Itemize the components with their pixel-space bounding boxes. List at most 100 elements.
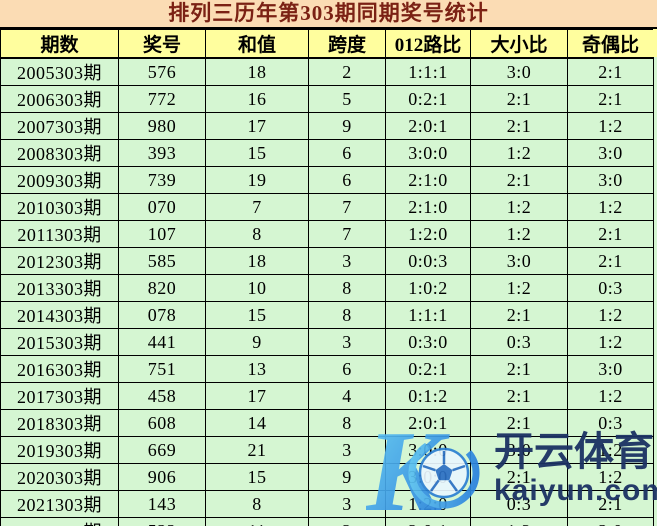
cell-parity-ratio: 0:3 bbox=[567, 274, 654, 302]
cell-size-ratio: 1:2 bbox=[470, 274, 568, 302]
cell-road-ratio: 1:2:0 bbox=[385, 220, 471, 248]
cell-sum: 10 bbox=[205, 274, 309, 302]
cell-span: 8 bbox=[308, 409, 386, 437]
cell-sum: 18 bbox=[205, 247, 309, 275]
table-row: 2018303期 608 14 8 2:0:1 2:1 0:3 bbox=[0, 409, 654, 437]
cell-number: 458 bbox=[118, 382, 206, 410]
cell-sum: 17 bbox=[205, 112, 309, 140]
cell-size-ratio: 2:1 bbox=[470, 355, 568, 383]
cell-road-ratio: 0:2:1 bbox=[385, 85, 471, 113]
cell-number: 078 bbox=[118, 301, 206, 329]
cell-parity-ratio: 0:3 bbox=[567, 409, 654, 437]
column-header-number: 奖号 bbox=[118, 29, 206, 59]
cell-span: 7 bbox=[308, 193, 386, 221]
column-header-parity-ratio: 奇偶比 bbox=[567, 29, 654, 59]
cell-parity-ratio: 3:0 bbox=[567, 166, 654, 194]
cell-period: 2019303期 bbox=[0, 436, 119, 464]
column-header-span: 跨度 bbox=[308, 29, 386, 59]
cell-sum: 18 bbox=[205, 57, 309, 86]
cell-size-ratio: 2:1 bbox=[470, 85, 568, 113]
cell-period: 2020303期 bbox=[0, 463, 119, 491]
cell-sum: 17 bbox=[205, 382, 309, 410]
cell-span: 3 bbox=[308, 490, 386, 518]
cell-size-ratio: 1:2 bbox=[470, 517, 568, 526]
cell-span: 5 bbox=[308, 85, 386, 113]
cell-period: 2018303期 bbox=[0, 409, 119, 437]
cell-period: 2013303期 bbox=[0, 274, 119, 302]
page-title: 排列三历年第303期同期奖号统计 bbox=[0, 0, 657, 29]
cell-size-ratio: 2:1 bbox=[470, 166, 568, 194]
cell-period: 2016303期 bbox=[0, 355, 119, 383]
table-header-row: 期数 奖号 和值 跨度 012路比 大小比 奇偶比 bbox=[0, 29, 654, 59]
cell-span: 2 bbox=[308, 57, 386, 86]
cell-road-ratio: 3:0:0 bbox=[385, 463, 471, 491]
table-row: 2006303期 772 16 5 0:2:1 2:1 2:1 bbox=[0, 85, 654, 113]
column-header-size-ratio: 大小比 bbox=[470, 29, 568, 59]
cell-sum: 13 bbox=[205, 355, 309, 383]
table-row: 2007303期 980 17 9 2:0:1 2:1 1:2 bbox=[0, 112, 654, 140]
cell-parity-ratio: 3:0 bbox=[567, 517, 654, 526]
column-header-period: 期数 bbox=[0, 29, 119, 59]
cell-number: 533 bbox=[118, 517, 206, 526]
cell-road-ratio: 2:0:1 bbox=[385, 517, 471, 526]
cell-span: 7 bbox=[308, 220, 386, 248]
cell-sum: 21 bbox=[205, 436, 309, 464]
column-header-sum: 和值 bbox=[205, 29, 309, 59]
cell-parity-ratio: 1:2 bbox=[567, 328, 654, 356]
cell-number: 143 bbox=[118, 490, 206, 518]
stats-table: 期数 奖号 和值 跨度 012路比 大小比 奇偶比 2005303期 576 18 2 1:1:1 3… bbox=[0, 29, 654, 526]
cell-sum: 14 bbox=[205, 409, 309, 437]
cell-parity-ratio: 3:0 bbox=[567, 355, 654, 383]
cell-sum: 8 bbox=[205, 220, 309, 248]
cell-size-ratio: 3:0 bbox=[470, 57, 568, 86]
cell-period: 2011303期 bbox=[0, 220, 119, 248]
cell-sum: 15 bbox=[205, 463, 309, 491]
cell-road-ratio: 2:0:1 bbox=[385, 409, 471, 437]
cell-number: 772 bbox=[118, 85, 206, 113]
cell-parity-ratio: 2:1 bbox=[567, 490, 654, 518]
cell-size-ratio: 1:2 bbox=[470, 193, 568, 221]
cell-period: 2007303期 bbox=[0, 112, 119, 140]
table-row: 2014303期 078 15 8 1:1:1 2:1 1:2 bbox=[0, 301, 654, 329]
cell-number: 820 bbox=[118, 274, 206, 302]
cell-sum: 7 bbox=[205, 193, 309, 221]
cell-road-ratio: 0:2:1 bbox=[385, 355, 471, 383]
table-body: 2005303期 576 18 2 1:1:1 3:0 2:1 2006303期 772 16 5 0… bbox=[0, 57, 654, 526]
cell-span: 3 bbox=[308, 328, 386, 356]
cell-road-ratio: 2:1:0 bbox=[385, 193, 471, 221]
cell-size-ratio: 2:1 bbox=[470, 112, 568, 140]
cell-sum: 15 bbox=[205, 301, 309, 329]
cell-period: 2021303期 bbox=[0, 490, 119, 518]
cell-sum: 16 bbox=[205, 85, 309, 113]
cell-number: 980 bbox=[118, 112, 206, 140]
cell-road-ratio: 2:1:0 bbox=[385, 166, 471, 194]
cell-sum: 9 bbox=[205, 328, 309, 356]
cell-period: 2005303期 bbox=[0, 57, 119, 86]
table-row: 2022303期5331122:0:11:23:0 bbox=[0, 517, 654, 526]
table-row: 2021303期 143 8 3 1:2:0 0:3 2:1 bbox=[0, 490, 654, 518]
cell-parity-ratio: 2:1 bbox=[567, 57, 654, 86]
cell-period: 2014303期 bbox=[0, 301, 119, 329]
cell-span: 8 bbox=[308, 301, 386, 329]
table-row: 2005303期 576 18 2 1:1:1 3:0 2:1 bbox=[0, 57, 654, 86]
cell-road-ratio: 1:1:1 bbox=[385, 301, 471, 329]
cell-span: 6 bbox=[308, 139, 386, 167]
table-row: 2010303期 070 7 7 2:1:0 1:2 1:2 bbox=[0, 193, 654, 221]
table-row: 2020303期 906 15 9 3:0:0 2:1 1:2 bbox=[0, 463, 654, 491]
cell-number: 393 bbox=[118, 139, 206, 167]
cell-period: 2009303期 bbox=[0, 166, 119, 194]
cell-sum: 11 bbox=[205, 517, 309, 526]
cell-size-ratio: 2:1 bbox=[470, 382, 568, 410]
cell-size-ratio: 2:1 bbox=[470, 409, 568, 437]
cell-number: 107 bbox=[118, 220, 206, 248]
cell-number: 608 bbox=[118, 409, 206, 437]
cell-number: 576 bbox=[118, 57, 206, 86]
cell-parity-ratio: 1:2 bbox=[567, 301, 654, 329]
column-header-road-ratio: 012路比 bbox=[385, 29, 471, 59]
cell-parity-ratio: 2:1 bbox=[567, 247, 654, 275]
cell-sum: 15 bbox=[205, 139, 309, 167]
cell-span: 9 bbox=[308, 112, 386, 140]
cell-period: 2010303期 bbox=[0, 193, 119, 221]
cell-size-ratio: 3:0 bbox=[470, 247, 568, 275]
